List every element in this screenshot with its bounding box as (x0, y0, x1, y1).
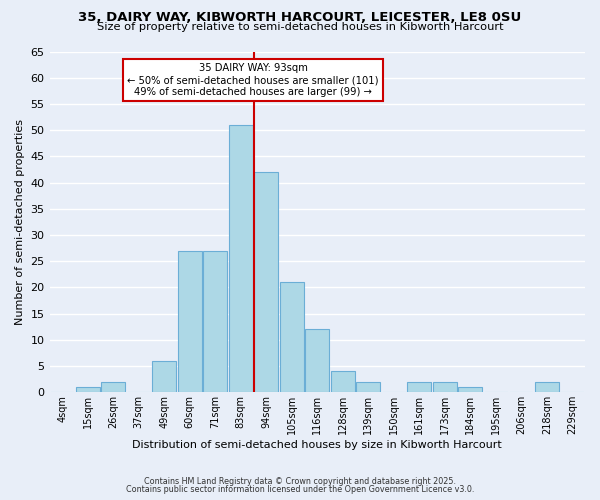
Text: 35 DAIRY WAY: 93sqm
← 50% of semi-detached houses are smaller (101)
49% of semi-: 35 DAIRY WAY: 93sqm ← 50% of semi-detach… (127, 64, 379, 96)
Bar (407, 382, 431, 392)
Bar (458, 387, 482, 392)
Bar (229, 125, 253, 392)
Bar (76, 387, 100, 392)
Text: 35, DAIRY WAY, KIBWORTH HARCOURT, LEICESTER, LE8 0SU: 35, DAIRY WAY, KIBWORTH HARCOURT, LEICES… (79, 11, 521, 24)
Bar (254, 172, 278, 392)
Text: Size of property relative to semi-detached houses in Kibworth Harcourt: Size of property relative to semi-detach… (97, 22, 503, 32)
X-axis label: Distribution of semi-detached houses by size in Kibworth Harcourt: Distribution of semi-detached houses by … (133, 440, 502, 450)
Bar (101, 382, 125, 392)
Bar (356, 382, 380, 392)
Bar (280, 282, 304, 393)
Bar (178, 250, 202, 392)
Bar (203, 250, 227, 392)
Bar (305, 330, 329, 392)
Text: Contains public sector information licensed under the Open Government Licence v3: Contains public sector information licen… (126, 485, 474, 494)
Y-axis label: Number of semi-detached properties: Number of semi-detached properties (15, 119, 25, 325)
Bar (433, 382, 457, 392)
Text: Contains HM Land Registry data © Crown copyright and database right 2025.: Contains HM Land Registry data © Crown c… (144, 477, 456, 486)
Bar (152, 361, 176, 392)
Bar (535, 382, 559, 392)
Bar (331, 372, 355, 392)
